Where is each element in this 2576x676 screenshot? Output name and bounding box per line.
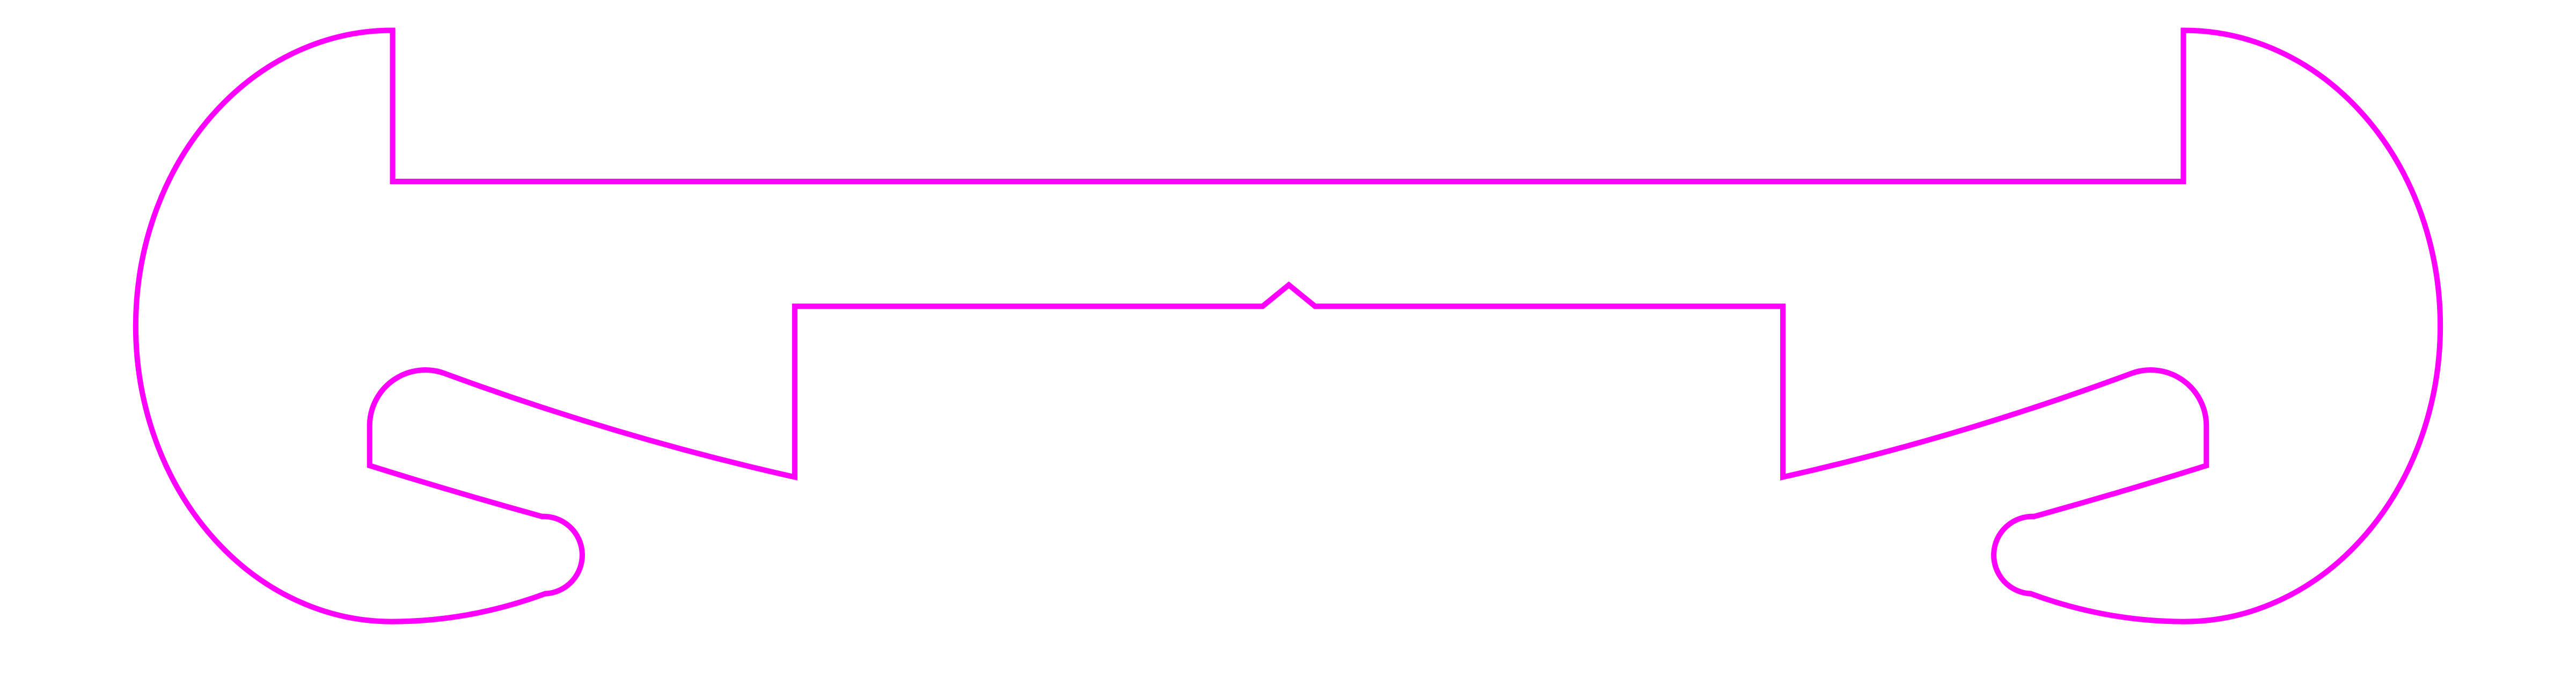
- upper-profile-outline: [133, 27, 2443, 624]
